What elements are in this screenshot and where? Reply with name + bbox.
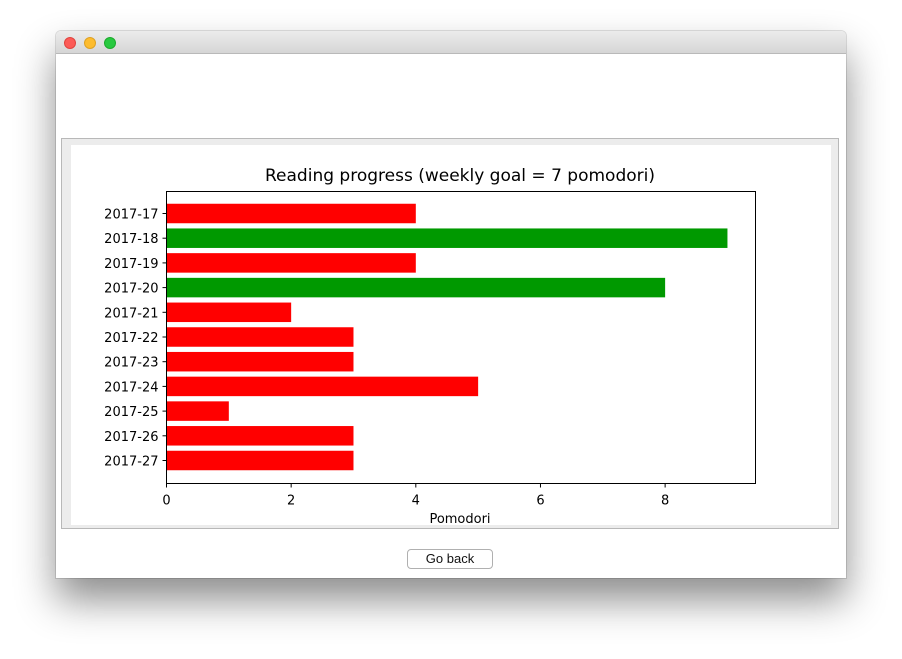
reading-progress-chart: Reading progress (weekly goal = 7 pomodo… (104, 166, 756, 525)
bar-2017-20 (166, 277, 666, 298)
y-tick-label: 2017-19 (104, 257, 158, 272)
y-tick-label: 2017-24 (104, 380, 158, 395)
bar-2017-25 (166, 401, 229, 421)
maximize-window-button[interactable] (104, 37, 116, 49)
bar-2017-22 (166, 327, 354, 347)
y-tick-label: 2017-22 (104, 331, 158, 346)
bar-2017-26 (166, 426, 354, 446)
y-tick-label: 2017-26 (104, 430, 158, 445)
y-axis-ticks: 2017-17 2017-18 2017-19 2017-20 2017-21 2017-… (104, 208, 167, 470)
y-tick-label: 2017-27 (104, 455, 158, 470)
y-tick-label: 2017-18 (104, 232, 158, 247)
y-tick-label: 2017-25 (104, 405, 158, 420)
bar-2017-27 (166, 450, 354, 471)
y-tick-label: 2017-20 (104, 282, 158, 297)
x-axis-label: Pomodori (429, 512, 490, 525)
x-tick-label: 0 (162, 494, 170, 509)
x-tick-label: 8 (661, 494, 669, 509)
x-tick-label: 2 (287, 494, 295, 509)
bar-2017-17 (166, 203, 416, 224)
bar-2017-23 (166, 351, 354, 372)
bar-2017-21 (166, 302, 292, 323)
close-window-button[interactable] (64, 37, 76, 49)
y-tick-label: 2017-21 (104, 306, 158, 321)
title-bar (56, 31, 846, 54)
y-tick-label: 2017-17 (104, 208, 158, 223)
app-window: Reading progress (weekly goal = 7 pomodo… (56, 31, 846, 578)
go-back-button[interactable]: Go back (407, 549, 493, 569)
x-tick-label: 4 (412, 494, 420, 509)
bar-2017-24 (166, 376, 479, 397)
bars-layer (166, 203, 728, 471)
x-tick-label: 6 (536, 494, 544, 509)
bar-2017-19 (166, 253, 416, 273)
plot-canvas-frame: Reading progress (weekly goal = 7 pomodo… (61, 138, 839, 529)
bar-2017-18 (166, 228, 728, 248)
x-axis-ticks: 0 2 4 6 8 (162, 483, 669, 509)
plot-canvas: Reading progress (weekly goal = 7 pomodo… (71, 145, 831, 525)
chart-title: Reading progress (weekly goal = 7 pomodo… (265, 166, 655, 186)
y-tick-label: 2017-23 (104, 356, 158, 371)
minimize-window-button[interactable] (84, 37, 96, 49)
